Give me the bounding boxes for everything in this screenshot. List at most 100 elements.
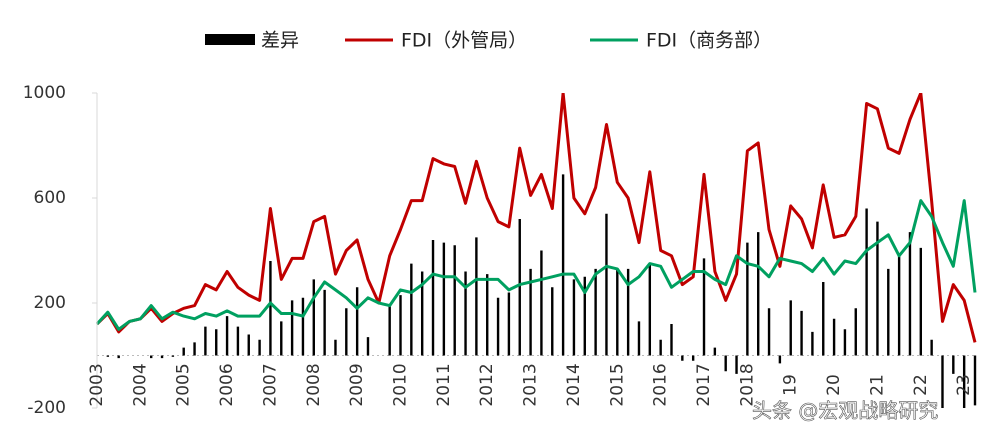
bar: [193, 342, 196, 356]
bar: [106, 355, 110, 357]
x-tick-label: 2014: [564, 363, 584, 406]
bar: [702, 258, 706, 356]
bar: [486, 274, 489, 356]
x-tick-label: 20: [824, 374, 844, 396]
x-tick-label: 2010: [391, 363, 411, 406]
y-tick-label: 1000: [23, 83, 66, 103]
bar: [496, 297, 500, 356]
bar: [962, 355, 966, 408]
x-tick-label: 2009: [347, 363, 367, 406]
bar: [475, 237, 478, 356]
bar: [160, 355, 164, 359]
bar: [941, 355, 944, 408]
bar: [691, 355, 695, 361]
bar: [561, 174, 565, 356]
x-tick-label: 2008: [304, 363, 324, 406]
bar: [659, 339, 662, 356]
x-tick-label: 23: [954, 374, 974, 396]
bar: [280, 321, 283, 356]
x-tick-label: 2006: [217, 363, 237, 406]
watermark: 头条 @宏观战略研究: [752, 399, 938, 423]
bar: [832, 318, 836, 356]
bar: [507, 292, 511, 356]
bar: [540, 250, 543, 356]
x-tick-label: 2016: [651, 363, 671, 406]
bar: [973, 355, 977, 406]
bar: [789, 300, 792, 356]
x-tick-label: 21: [867, 374, 887, 396]
bar: [757, 232, 760, 356]
bar: [149, 355, 153, 359]
bar: [626, 268, 630, 356]
x-tick-label: 19: [781, 374, 801, 396]
bar: [388, 305, 391, 356]
bar: [876, 221, 879, 356]
bar: [453, 245, 456, 356]
x-tick-label: 2011: [434, 363, 454, 406]
bar: [822, 282, 825, 356]
bar: [182, 347, 185, 356]
bar: [919, 247, 923, 356]
bar: [204, 326, 207, 356]
bar: [334, 339, 337, 356]
bar: [897, 253, 901, 356]
x-tick-label: 22: [911, 374, 931, 396]
legend-label: FDI（商务部）: [646, 30, 772, 52]
legend-label: FDI（外管局）: [401, 30, 527, 52]
bar: [616, 268, 619, 356]
bar: [767, 308, 771, 356]
bar: [648, 263, 652, 356]
bar: [583, 276, 586, 356]
bar: [908, 232, 912, 356]
bar: [952, 355, 955, 374]
bar: [518, 219, 521, 356]
bar: [258, 339, 261, 356]
x-tick-label: 2018: [737, 363, 757, 406]
bar: [572, 279, 576, 356]
bar: [800, 310, 803, 356]
bar: [529, 268, 532, 356]
bar: [551, 287, 554, 356]
bar: [605, 213, 608, 356]
bar: [442, 242, 446, 356]
legend-swatch: [205, 34, 255, 45]
bar: [431, 240, 435, 356]
bar: [843, 329, 847, 356]
bar: [247, 334, 250, 356]
bar: [746, 242, 749, 356]
bar: [301, 297, 305, 356]
bar: [345, 308, 348, 356]
bar: [865, 208, 868, 356]
bar: [215, 329, 218, 356]
y-tick-label: -200: [27, 398, 66, 418]
x-tick-label: 2012: [477, 363, 497, 406]
legend-label: 差异: [261, 30, 299, 52]
bar: [594, 268, 597, 356]
x-tick-label: 2013: [521, 363, 541, 406]
x-tick-label: 2017: [694, 363, 714, 406]
y-tick-label: 600: [34, 188, 66, 208]
bar: [290, 300, 294, 356]
bar: [854, 308, 857, 356]
x-tick-label: 2005: [174, 363, 194, 406]
x-tick-label: 2004: [130, 363, 150, 406]
bar: [355, 287, 359, 356]
plot-area: [95, 93, 977, 408]
line: [95, 199, 977, 331]
line: [95, 93, 977, 343]
bar: [778, 355, 782, 364]
bar: [637, 321, 641, 356]
bar: [464, 271, 467, 356]
x-tick-label: 2003: [87, 363, 107, 406]
x-tick-label: 2015: [607, 363, 627, 406]
bar: [930, 339, 933, 356]
bar: [410, 263, 413, 356]
bar: [225, 316, 229, 356]
bar: [887, 268, 890, 356]
bar: [366, 337, 370, 356]
bar: [312, 279, 315, 356]
bar: [670, 324, 673, 356]
bar: [236, 326, 240, 356]
bar: [724, 355, 727, 372]
